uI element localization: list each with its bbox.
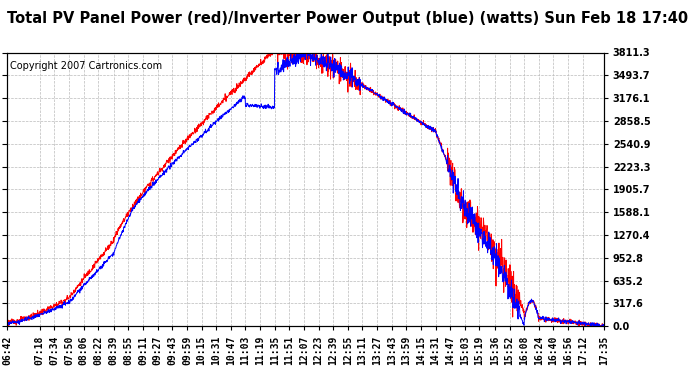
Text: Total PV Panel Power (red)/Inverter Power Output (blue) (watts) Sun Feb 18 17:40: Total PV Panel Power (red)/Inverter Powe… <box>7 11 688 26</box>
Text: Copyright 2007 Cartronics.com: Copyright 2007 Cartronics.com <box>10 61 162 71</box>
